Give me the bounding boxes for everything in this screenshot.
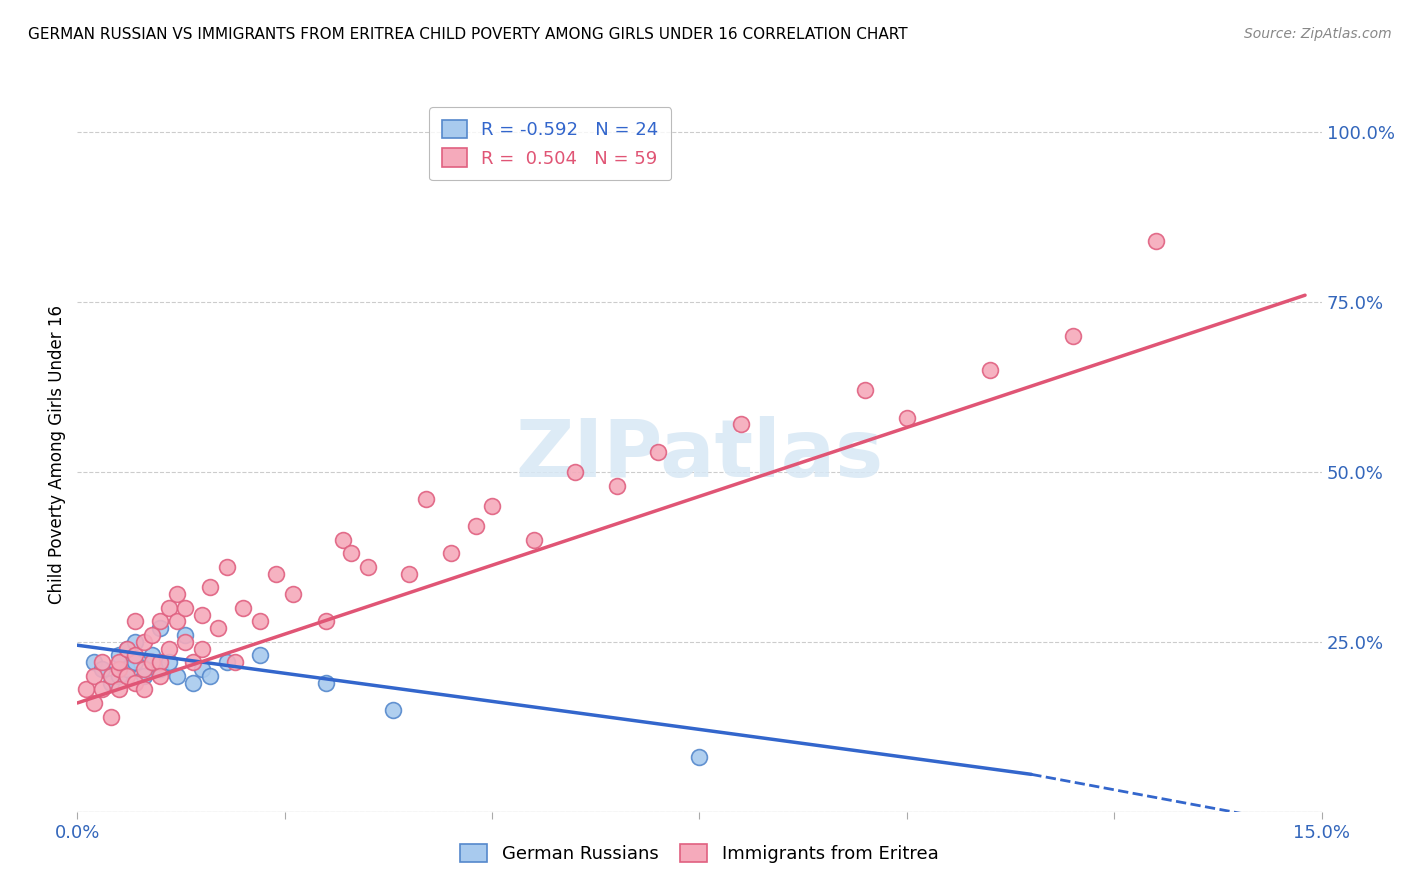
Point xyxy=(91,682,114,697)
Point xyxy=(215,655,238,669)
Point xyxy=(381,703,404,717)
Point xyxy=(523,533,546,547)
Point xyxy=(91,655,114,669)
Point xyxy=(108,662,131,676)
Point xyxy=(224,655,246,669)
Point xyxy=(183,655,205,669)
Point xyxy=(149,662,172,676)
Point xyxy=(100,675,122,690)
Point xyxy=(157,655,180,669)
Point xyxy=(315,615,337,629)
Point xyxy=(332,533,354,547)
Point xyxy=(266,566,288,581)
Point xyxy=(730,417,752,432)
Point xyxy=(115,641,138,656)
Point xyxy=(124,635,146,649)
Point xyxy=(166,669,188,683)
Point xyxy=(249,615,271,629)
Point xyxy=(124,648,146,663)
Point xyxy=(115,669,138,683)
Point xyxy=(100,709,122,723)
Point xyxy=(149,621,172,635)
Point xyxy=(689,750,711,764)
Point xyxy=(440,546,463,560)
Point xyxy=(124,615,146,629)
Point xyxy=(855,384,877,398)
Point xyxy=(141,628,163,642)
Point xyxy=(198,581,221,595)
Point xyxy=(315,675,337,690)
Point xyxy=(1062,329,1084,343)
Text: ZIPatlas: ZIPatlas xyxy=(516,416,883,494)
Point xyxy=(149,655,172,669)
Y-axis label: Child Poverty Among Girls Under 16: Child Poverty Among Girls Under 16 xyxy=(48,305,66,605)
Point xyxy=(415,492,437,507)
Point xyxy=(166,615,188,629)
Point xyxy=(191,641,214,656)
Point xyxy=(75,682,97,697)
Point xyxy=(132,662,155,676)
Point xyxy=(115,641,138,656)
Point xyxy=(198,669,221,683)
Point xyxy=(91,662,114,676)
Point xyxy=(191,607,214,622)
Point xyxy=(149,615,172,629)
Point xyxy=(464,519,486,533)
Point xyxy=(281,587,304,601)
Point xyxy=(108,669,131,683)
Text: GERMAN RUSSIAN VS IMMIGRANTS FROM ERITREA CHILD POVERTY AMONG GIRLS UNDER 16 COR: GERMAN RUSSIAN VS IMMIGRANTS FROM ERITRE… xyxy=(28,27,908,42)
Point xyxy=(606,478,628,492)
Point xyxy=(183,675,205,690)
Point xyxy=(191,662,214,676)
Point xyxy=(108,655,131,669)
Point xyxy=(157,641,180,656)
Point xyxy=(100,669,122,683)
Point xyxy=(83,696,105,710)
Point xyxy=(132,682,155,697)
Point xyxy=(124,655,146,669)
Point xyxy=(174,628,197,642)
Point xyxy=(249,648,271,663)
Point xyxy=(215,560,238,574)
Point xyxy=(174,635,197,649)
Text: Source: ZipAtlas.com: Source: ZipAtlas.com xyxy=(1244,27,1392,41)
Point xyxy=(149,669,172,683)
Point xyxy=(157,600,180,615)
Point xyxy=(207,621,229,635)
Point xyxy=(564,465,586,479)
Point xyxy=(108,648,131,663)
Point xyxy=(83,655,105,669)
Point xyxy=(357,560,380,574)
Point xyxy=(141,655,163,669)
Point xyxy=(481,499,503,513)
Point xyxy=(232,600,254,615)
Point xyxy=(1144,234,1167,248)
Legend: German Russians, Immigrants from Eritrea: German Russians, Immigrants from Eritrea xyxy=(453,837,946,871)
Point xyxy=(132,635,155,649)
Point xyxy=(115,662,138,676)
Point xyxy=(108,682,131,697)
Point xyxy=(340,546,363,560)
Point xyxy=(647,444,669,458)
Point xyxy=(83,669,105,683)
Point xyxy=(124,675,146,690)
Point xyxy=(979,363,1001,377)
Point xyxy=(166,587,188,601)
Point xyxy=(141,648,163,663)
Point xyxy=(132,669,155,683)
Point xyxy=(174,600,197,615)
Point xyxy=(398,566,420,581)
Point xyxy=(896,410,918,425)
